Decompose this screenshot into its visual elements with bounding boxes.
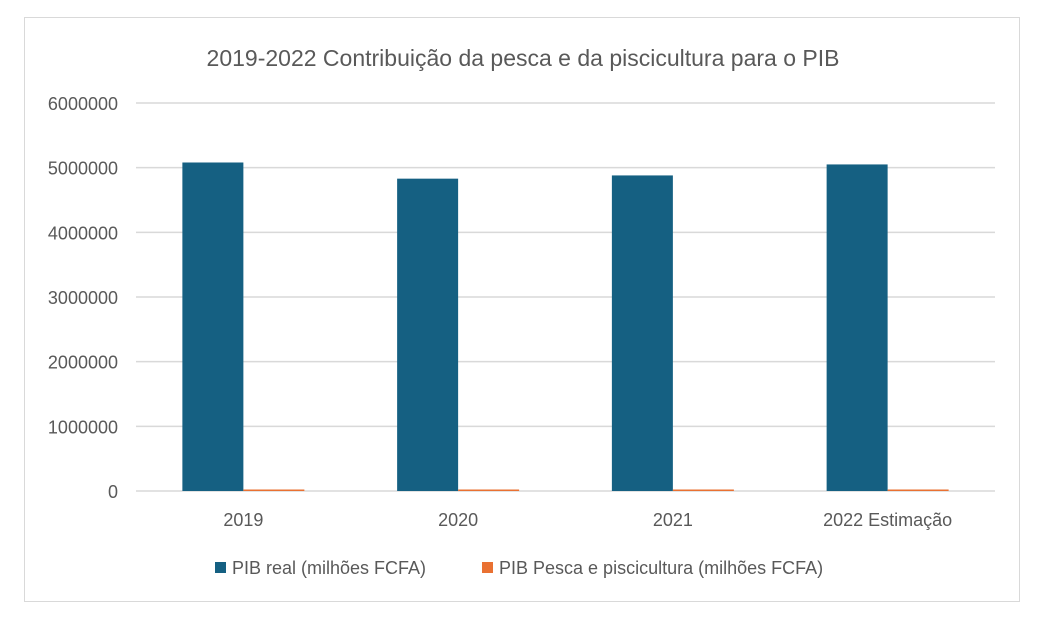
- y-tick-label: 2000000: [48, 353, 118, 373]
- y-tick-label: 3000000: [48, 288, 118, 308]
- x-tick-label: 2020: [438, 510, 478, 530]
- bar-pesca-2021: [672, 489, 734, 491]
- legend-swatch: [482, 562, 493, 573]
- x-tick-label: 2019: [223, 510, 263, 530]
- y-tick-label: 5000000: [48, 159, 118, 179]
- chart-title: 2019-2022 Contribuição da pesca e da pis…: [207, 45, 840, 71]
- y-tick-label: 1000000: [48, 417, 118, 437]
- bar-pib-real-2021: [611, 175, 673, 491]
- bar-pib-real-2020: [397, 178, 459, 491]
- x-tick-label: 2022 Estimação: [823, 510, 952, 530]
- legend-label: PIB real (milhões FCFA): [232, 558, 426, 578]
- y-tick-label: 4000000: [48, 223, 118, 243]
- x-tick-label: 2021: [653, 510, 693, 530]
- y-tick-label: 0: [108, 482, 118, 502]
- bar-pesca-2020: [458, 489, 520, 491]
- bar-pesca-2022: [887, 489, 949, 491]
- bar-pesca-2019: [243, 489, 305, 491]
- legend-swatch: [215, 562, 226, 573]
- bar-pib-real-2022: [826, 164, 888, 491]
- legend-label: PIB Pesca e piscicultura (milhões FCFA): [499, 558, 823, 578]
- y-tick-label: 6000000: [48, 94, 118, 114]
- chart-frame: [24, 17, 1020, 602]
- bar-pib-real-2019: [182, 162, 244, 491]
